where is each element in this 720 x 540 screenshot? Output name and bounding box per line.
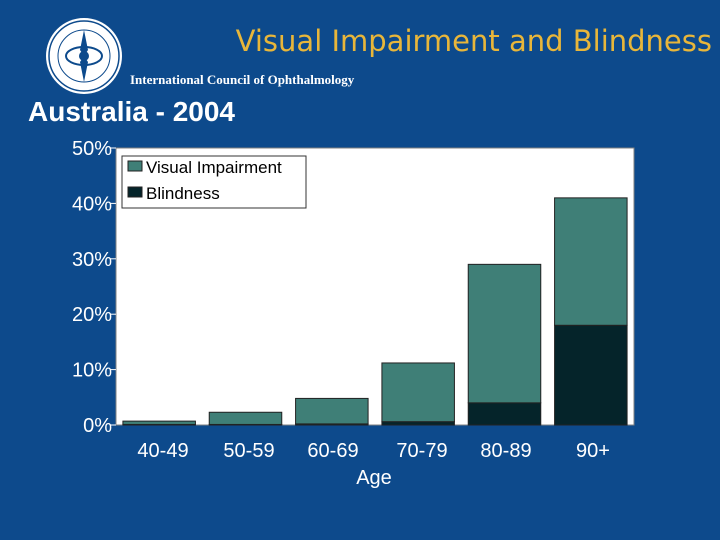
x-tick-label: 90+ bbox=[576, 440, 610, 462]
bar-blindness bbox=[554, 324, 628, 426]
slide-title: Australia - 2004 bbox=[28, 96, 235, 127]
y-tick-label: 0% bbox=[83, 415, 112, 437]
legend-label: Visual Impairment bbox=[146, 158, 282, 177]
bar-visual-impairment bbox=[381, 362, 455, 423]
x-tick-label: 40-49 bbox=[137, 440, 188, 462]
x-tick-label: 50-59 bbox=[223, 440, 274, 462]
x-tick-label: 70-79 bbox=[396, 440, 447, 462]
org-name: International Council of Ophthalmology bbox=[130, 72, 355, 87]
header-title: Visual Impairment and Blindness bbox=[235, 24, 712, 58]
y-tick-label: 20% bbox=[72, 304, 112, 326]
bar-visual-impairment bbox=[208, 411, 283, 425]
legend-box bbox=[121, 155, 307, 209]
y-tick-label: 30% bbox=[72, 249, 112, 271]
bar-visual-impairment bbox=[554, 197, 628, 326]
bar-visual-impairment bbox=[122, 420, 196, 425]
bar-visual-impairment bbox=[467, 263, 542, 404]
legend-swatch bbox=[127, 186, 143, 198]
bar-blindness bbox=[467, 402, 542, 426]
legend-label: Blindness bbox=[146, 184, 220, 203]
ico-seal-logo bbox=[46, 18, 122, 94]
bar-visual-impairment bbox=[295, 397, 369, 425]
y-tick-label: 10% bbox=[72, 360, 112, 382]
x-axis-label: Age bbox=[356, 467, 392, 489]
y-tick-label: 50% bbox=[72, 138, 112, 160]
x-tick-label: 60-69 bbox=[307, 440, 358, 462]
y-tick-label: 40% bbox=[72, 193, 112, 215]
legend-swatch bbox=[127, 160, 143, 172]
x-tick-label: 80-89 bbox=[480, 440, 531, 462]
